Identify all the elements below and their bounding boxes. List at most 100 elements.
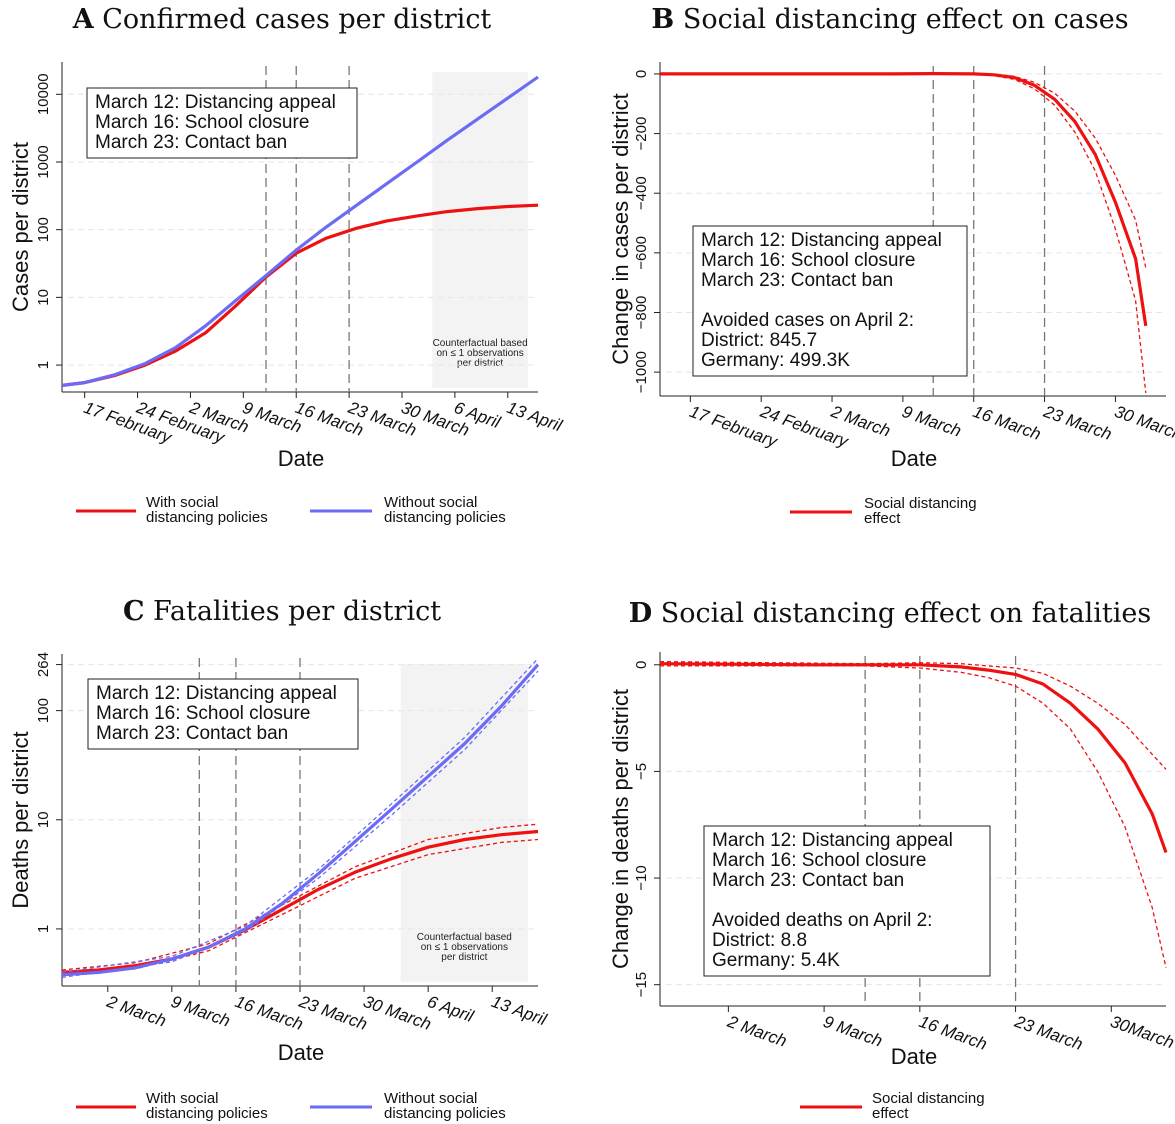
x-axis-title: Date bbox=[891, 1044, 937, 1069]
legend-label: Without social bbox=[384, 494, 477, 511]
y-tick-label: 1 bbox=[35, 361, 52, 369]
ci-upper-social-distancing-effect bbox=[659, 660, 1167, 770]
annotation-text: March 16: School closure bbox=[96, 703, 310, 724]
legend-label: With social bbox=[146, 494, 219, 511]
y-tick-label: −10 bbox=[633, 865, 650, 890]
y-tick-label: −800 bbox=[633, 296, 650, 330]
y-tick-label: 10000 bbox=[35, 73, 52, 115]
y-axis-title: Cases per district bbox=[8, 142, 33, 312]
legend-label: effect bbox=[864, 510, 901, 527]
y-axis-title: Change in deaths per district bbox=[608, 689, 633, 969]
x-tick-label: 16 March bbox=[970, 402, 1043, 444]
x-tick-label: 23 March bbox=[1040, 402, 1114, 444]
chart-title: C Fatalities per district bbox=[123, 596, 441, 627]
annotation-text: March 23: Contact ban bbox=[96, 723, 288, 744]
annotation-text: Avoided cases on April 2: bbox=[701, 310, 914, 331]
annotation-text: March 23: Contact ban bbox=[712, 870, 904, 891]
y-axis-title: Deaths per district bbox=[8, 731, 33, 908]
panel-c: C Fatalities per district Counterfactual … bbox=[8, 596, 550, 1122]
y-tick-label: −5 bbox=[633, 763, 650, 780]
series-line-social-distancing-effect bbox=[659, 662, 1168, 854]
x-axis-title: Date bbox=[278, 446, 324, 471]
annotation-text: Germany: 5.4K bbox=[712, 950, 840, 971]
y-tick-label: 1000 bbox=[35, 145, 52, 178]
legend-label: distancing policies bbox=[146, 509, 268, 526]
annotation-text: March 12: Distancing appeal bbox=[96, 683, 337, 704]
x-tick-label: 30 March bbox=[1112, 402, 1175, 444]
legend-label: distancing policies bbox=[384, 1105, 506, 1122]
x-axis-title: Date bbox=[891, 446, 937, 471]
ci-upper-social-distancing-effect bbox=[659, 72, 1147, 268]
annotation-box bbox=[86, 87, 358, 159]
y-tick-label: −15 bbox=[633, 972, 650, 997]
annotation-text: March 16: School closure bbox=[95, 112, 309, 133]
chart-title: D Social distancing effect on fatalities bbox=[629, 598, 1152, 629]
y-tick-label: −1000 bbox=[633, 351, 650, 393]
panel-letter: D bbox=[629, 598, 652, 629]
panel-title-text: Social distancing effect on fatalities bbox=[652, 598, 1151, 629]
series-line-without-social-distancing-policies bbox=[61, 75, 539, 387]
series-line-social-distancing-effect bbox=[660, 72, 1148, 327]
legend-label: Social distancing bbox=[864, 495, 977, 512]
ci-upper-without-social-distancing-policies bbox=[61, 658, 539, 974]
x-tick-label: 16 March bbox=[233, 992, 306, 1034]
panel-d: D Social distancing effect on fatalities… bbox=[608, 598, 1175, 1122]
x-tick-label: 9 March bbox=[821, 1012, 885, 1051]
counterfactual-note: on ≤ 1 observations bbox=[421, 942, 508, 953]
y-tick-label: 10 bbox=[35, 811, 52, 828]
counterfactual-note: per district bbox=[457, 358, 503, 369]
panel-title-text: Confirmed cases per district bbox=[94, 4, 492, 35]
annotation-text: Germany: 499.3K bbox=[701, 350, 850, 371]
annotation-text: March 16: School closure bbox=[701, 250, 915, 271]
annotation-text: District: 845.7 bbox=[701, 330, 817, 351]
x-tick-label: 13 April bbox=[504, 398, 565, 436]
legend-label: distancing policies bbox=[384, 509, 506, 526]
x-tick-label: 2 March bbox=[103, 992, 168, 1031]
x-tick-label: 23 March bbox=[1011, 1012, 1085, 1054]
y-tick-label: 0 bbox=[633, 661, 650, 669]
annotation-box bbox=[87, 678, 359, 750]
panel-a: A Confirmed cases per district Counterfac… bbox=[8, 4, 566, 526]
x-tick-label: 9 March bbox=[168, 992, 232, 1031]
annotation-text: District: 8.8 bbox=[712, 930, 807, 951]
y-tick-label: −200 bbox=[633, 117, 650, 151]
legend-label: Social distancing bbox=[872, 1090, 985, 1107]
x-tick-label: 30 March bbox=[361, 992, 434, 1034]
series-line-without-social-distancing-policies bbox=[61, 663, 540, 977]
y-tick-label: 264 bbox=[35, 652, 52, 677]
panel-title-text: Fatalities per district bbox=[144, 596, 441, 627]
panel-b: B Social distancing effect on cases 0 −200… bbox=[608, 4, 1175, 527]
x-tick-label: 23 March bbox=[296, 992, 370, 1034]
y-tick-label: −400 bbox=[633, 176, 650, 210]
annotation-text: Avoided deaths on April 2: bbox=[712, 910, 932, 931]
x-tick-label: 2 March bbox=[724, 1012, 789, 1051]
ci-lower-social-distancing-effect bbox=[660, 73, 1147, 394]
chart-title: A Confirmed cases per district bbox=[72, 4, 492, 35]
annotation-text: March 16: School closure bbox=[712, 850, 926, 871]
annotation-text: March 23: Contact ban bbox=[701, 270, 893, 291]
y-tick-label: 10 bbox=[35, 289, 52, 306]
x-tick-label: 9 March bbox=[900, 402, 964, 441]
x-tick-label: 13 April bbox=[489, 992, 550, 1030]
panel-letter: A bbox=[72, 4, 95, 35]
counterfactual-note: on ≤ 1 observations bbox=[437, 348, 524, 359]
y-axis-title: Change in cases per district bbox=[608, 93, 633, 364]
annotation-text: March 23: Contact ban bbox=[95, 132, 287, 153]
x-tick-label: 6 April bbox=[425, 992, 477, 1027]
x-tick-label: 9 March bbox=[240, 398, 304, 437]
legend-label: distancing policies bbox=[146, 1105, 268, 1122]
chart-title: B Social distancing effect on cases bbox=[651, 4, 1128, 35]
legend-label: Without social bbox=[384, 1090, 477, 1107]
series-line-with-social-distancing-policies bbox=[61, 829, 539, 974]
y-tick-label: 100 bbox=[35, 217, 52, 242]
counterfactual-note: per district bbox=[441, 952, 487, 963]
panel-letter: C bbox=[123, 596, 145, 627]
legend-label: With social bbox=[146, 1090, 219, 1107]
x-axis-title: Date bbox=[278, 1040, 324, 1065]
